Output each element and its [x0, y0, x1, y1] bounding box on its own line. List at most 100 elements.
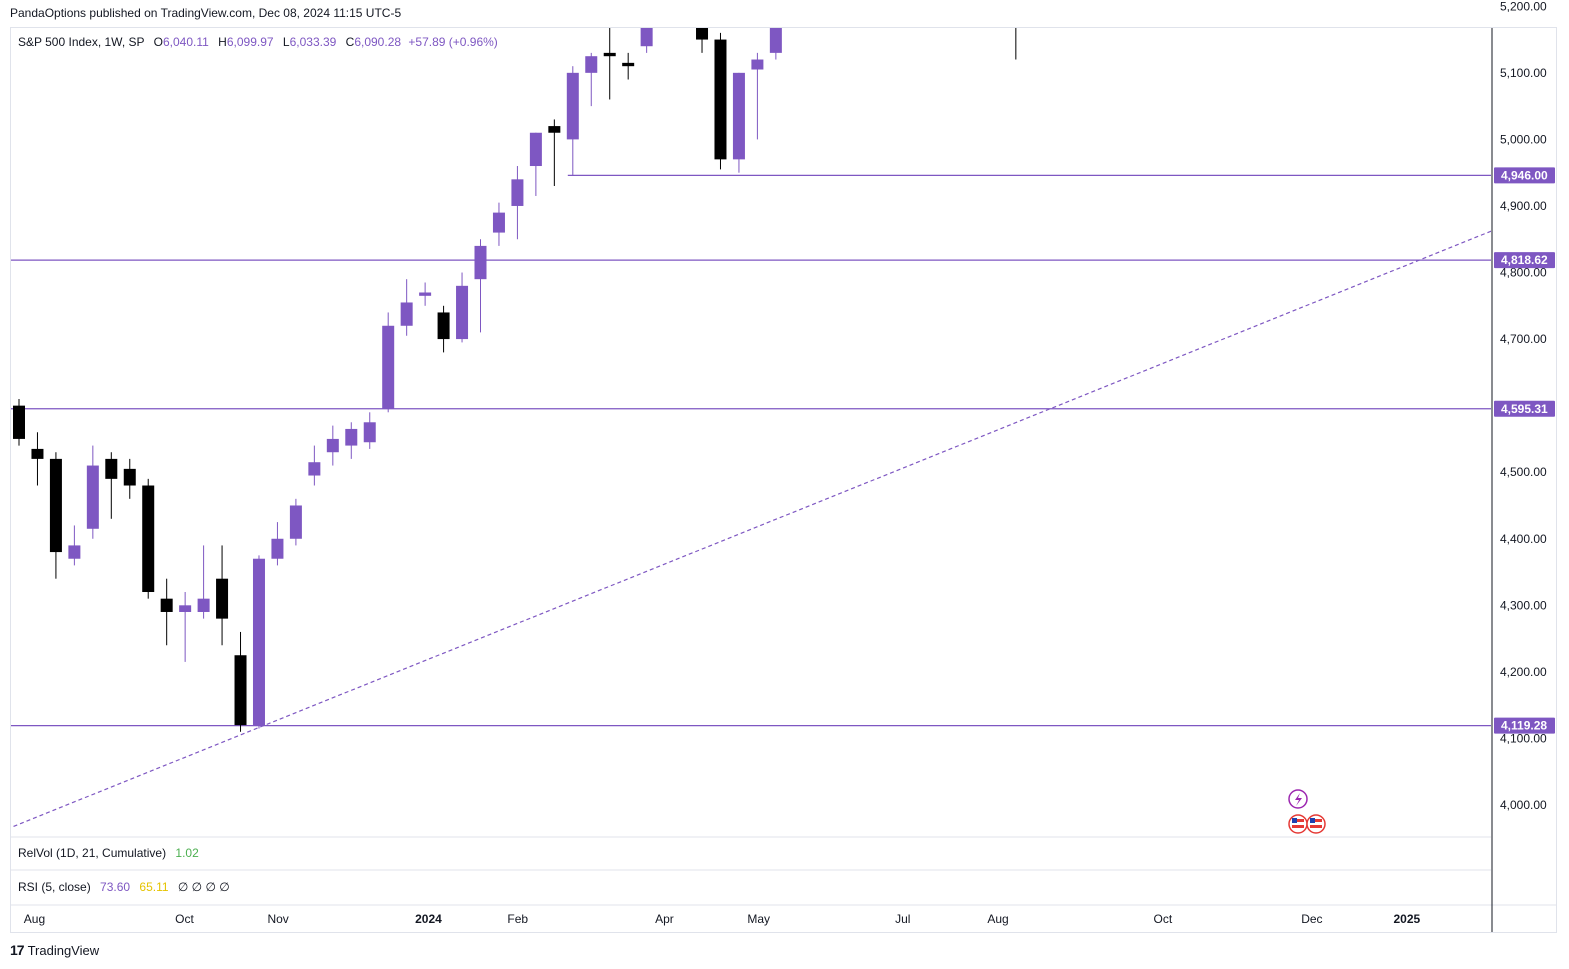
candle-body	[271, 538, 284, 559]
x-tick-label: Aug	[24, 912, 45, 926]
candle-body	[86, 465, 99, 529]
candle-body	[456, 285, 469, 340]
candle-body	[419, 292, 432, 296]
symbol-legend: S&P 500 Index, 1W, SP O6,040.11 H6,099.9…	[18, 35, 498, 49]
y-tick-label: 5,000.00	[1500, 132, 1547, 146]
rsi-legend: RSI (5, close) 73.60 65.11 ∅ ∅ ∅ ∅	[18, 880, 230, 894]
ohlc-change: +57.89 (+0.96%)	[408, 35, 498, 49]
y-tick-label: 5,100.00	[1500, 66, 1547, 80]
ohlc-low-label: L	[282, 35, 290, 49]
trendline	[11, 230, 1491, 829]
candle-body	[511, 179, 524, 206]
candle-body	[68, 545, 81, 559]
candle-body	[289, 505, 302, 539]
publisher-header: PandaOptions published on TradingView.co…	[10, 6, 402, 20]
candle-body	[216, 578, 229, 619]
candle-body	[400, 302, 413, 326]
candle-body	[529, 132, 542, 167]
y-tick-label: 5,200.00	[1500, 0, 1547, 13]
candle-body	[326, 438, 339, 453]
x-tick-label: Aug	[987, 912, 1008, 926]
ohlc-close: 6,090.28	[354, 35, 402, 49]
candle-body	[714, 39, 727, 160]
level-price-tag	[1494, 252, 1555, 269]
candle-body	[437, 312, 450, 340]
candle-body	[585, 56, 598, 73]
x-tick-label: Apr	[655, 912, 674, 926]
candle-body	[345, 428, 358, 446]
y-tick-label: 4,200.00	[1500, 665, 1547, 679]
candle-body	[548, 126, 561, 133]
tradingview-logo-icon: 17	[10, 942, 25, 958]
candle-body	[160, 598, 173, 612]
x-tick-label: Jul	[895, 912, 910, 926]
level-price-tag	[1494, 717, 1555, 734]
candle-body	[142, 485, 155, 593]
candle-body	[622, 62, 635, 67]
candle-body	[382, 325, 395, 409]
flag-canton	[1310, 818, 1315, 823]
candle-body	[640, 28, 653, 47]
x-tick-label: Dec	[1301, 912, 1322, 926]
lightning-glyph-icon	[1295, 793, 1302, 806]
y-tick-label: 4,400.00	[1500, 532, 1547, 546]
candle-body	[105, 458, 118, 479]
rsi-ma-value: 65.11	[139, 880, 169, 894]
flag-stripe	[1292, 825, 1304, 828]
y-tick-label: 4,100.00	[1500, 731, 1547, 745]
candle-body	[1010, 0, 1022, 13]
ohlc-high-label: H	[218, 35, 227, 49]
level-price-label: 4,595.31	[1501, 402, 1548, 416]
level-price-tag	[1494, 167, 1555, 184]
candle-body	[769, 28, 782, 53]
candle-body	[234, 655, 247, 726]
candle-body	[252, 558, 265, 726]
x-tick-label: Nov	[267, 912, 288, 926]
candle-body	[696, 28, 709, 40]
x-tick-label: Oct	[1154, 912, 1173, 926]
candle-body	[13, 405, 25, 439]
chart-frame	[10, 27, 1557, 933]
candle-body	[566, 72, 579, 140]
flag-stripe	[1310, 825, 1322, 828]
y-tick-label: 4,000.00	[1500, 798, 1547, 812]
ohlc-open: 6,040.11	[163, 35, 209, 49]
level-price-label: 4,946.00	[1501, 168, 1548, 182]
ohlc-high: 6,099.97	[226, 35, 274, 49]
rsi-label: RSI (5, close)	[18, 880, 91, 894]
y-tick-label: 4,300.00	[1500, 598, 1547, 612]
x-tick-label: Oct	[175, 912, 194, 926]
flag-stripe	[1292, 819, 1304, 822]
relvol-label: RelVol (1D, 21, Cumulative)	[18, 846, 167, 860]
candle-body	[474, 245, 487, 280]
x-tick-label: 2024	[415, 912, 442, 926]
tradingview-brand[interactable]: 17 TradingView	[10, 942, 99, 958]
y-tick-label: 4,900.00	[1500, 199, 1547, 213]
relvol-legend: RelVol (1D, 21, Cumulative) 1.02	[18, 846, 199, 860]
us-flag-event-icon	[1288, 814, 1308, 834]
candle-body	[492, 212, 505, 233]
candle-body	[197, 598, 210, 612]
level-price-label: 4,119.28	[1501, 719, 1547, 733]
x-tick-label: May	[747, 912, 770, 926]
ohlc-close-label: C	[345, 35, 355, 49]
y-tick-label: 4,700.00	[1500, 332, 1547, 346]
ohlc-low: 6,033.39	[289, 35, 337, 49]
candle-body	[49, 458, 62, 553]
x-tick-label: 2025	[1394, 912, 1421, 926]
candle-body	[179, 605, 192, 612]
ohlc-open-label: O	[153, 35, 163, 49]
y-tick-label: 4,800.00	[1500, 266, 1547, 280]
candle-body	[123, 468, 136, 486]
relvol-value: 1.02	[175, 846, 199, 860]
rsi-extras: ∅ ∅ ∅ ∅	[177, 880, 230, 894]
candle-body	[603, 52, 616, 57]
rsi-value: 73.60	[100, 880, 131, 894]
level-price-label: 4,818.62	[1501, 253, 1548, 267]
y-tick-label: 4,500.00	[1500, 465, 1547, 479]
brand-name: TradingView	[27, 942, 100, 958]
level-price-tag	[1494, 400, 1555, 417]
candle-body	[751, 59, 764, 70]
candle-body	[363, 422, 376, 443]
